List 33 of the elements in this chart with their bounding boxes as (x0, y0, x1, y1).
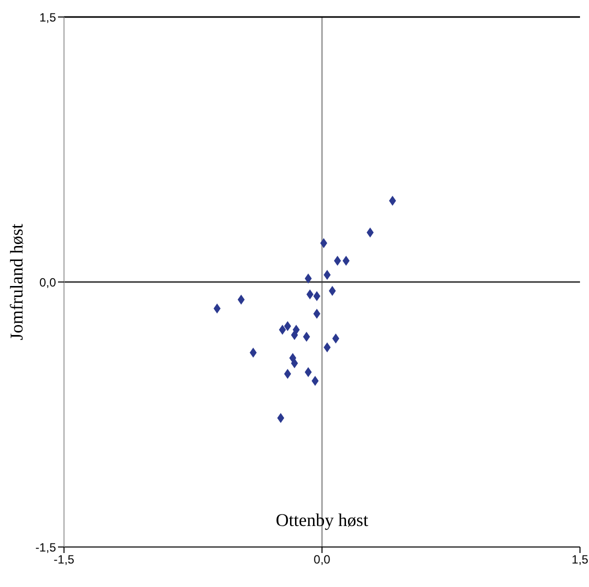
point (334, 256, 341, 266)
point (366, 228, 374, 238)
x-axis-title: Ottenby høst (274, 510, 370, 531)
x-tick-label: -1,5 (54, 552, 75, 567)
y-tick-label: -1,5 (35, 540, 56, 554)
point (284, 368, 292, 379)
x-tick-label: 0,0 (314, 552, 331, 567)
point (342, 256, 350, 266)
point (313, 291, 320, 302)
x-tick-label: 1,5 (572, 552, 589, 567)
point (278, 324, 286, 335)
point (306, 289, 314, 300)
point (250, 348, 257, 358)
point (238, 294, 245, 305)
point (328, 286, 336, 296)
point (389, 196, 396, 206)
point (214, 304, 221, 314)
point (324, 270, 331, 280)
point (290, 358, 298, 368)
point (332, 334, 340, 344)
y-tick-label: 1,5 (39, 10, 56, 24)
point (303, 332, 310, 342)
point (277, 413, 284, 424)
point (290, 330, 298, 340)
point (312, 376, 319, 386)
y-tick-label: 0,0 (39, 275, 56, 290)
point (304, 367, 312, 378)
point (324, 342, 331, 352)
point (284, 321, 292, 332)
point (313, 308, 320, 319)
point (304, 273, 312, 284)
point (320, 238, 328, 248)
y-axis-title: Jomfruland høst (6, 224, 26, 340)
